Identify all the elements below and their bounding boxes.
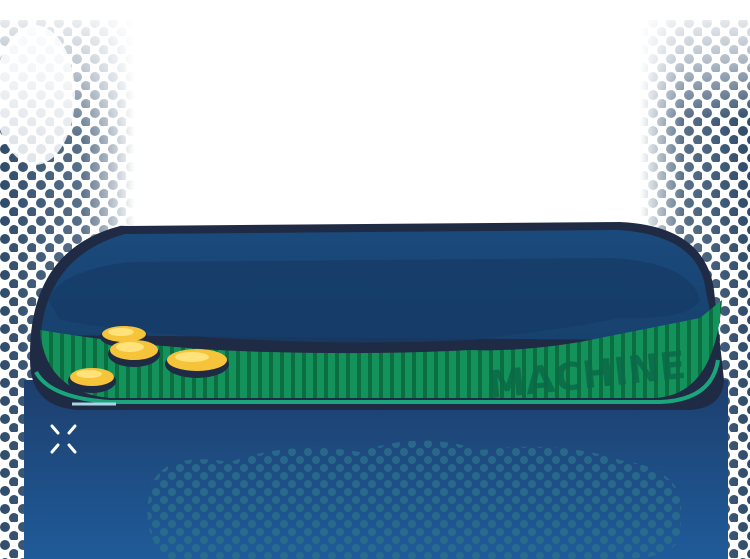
coin [108,340,160,367]
machine-body [24,380,728,559]
coins [68,326,229,393]
coin [68,368,116,393]
machine-tray: MACHINE [29,222,724,410]
coin [165,349,229,378]
sparkle-icon [50,424,77,454]
